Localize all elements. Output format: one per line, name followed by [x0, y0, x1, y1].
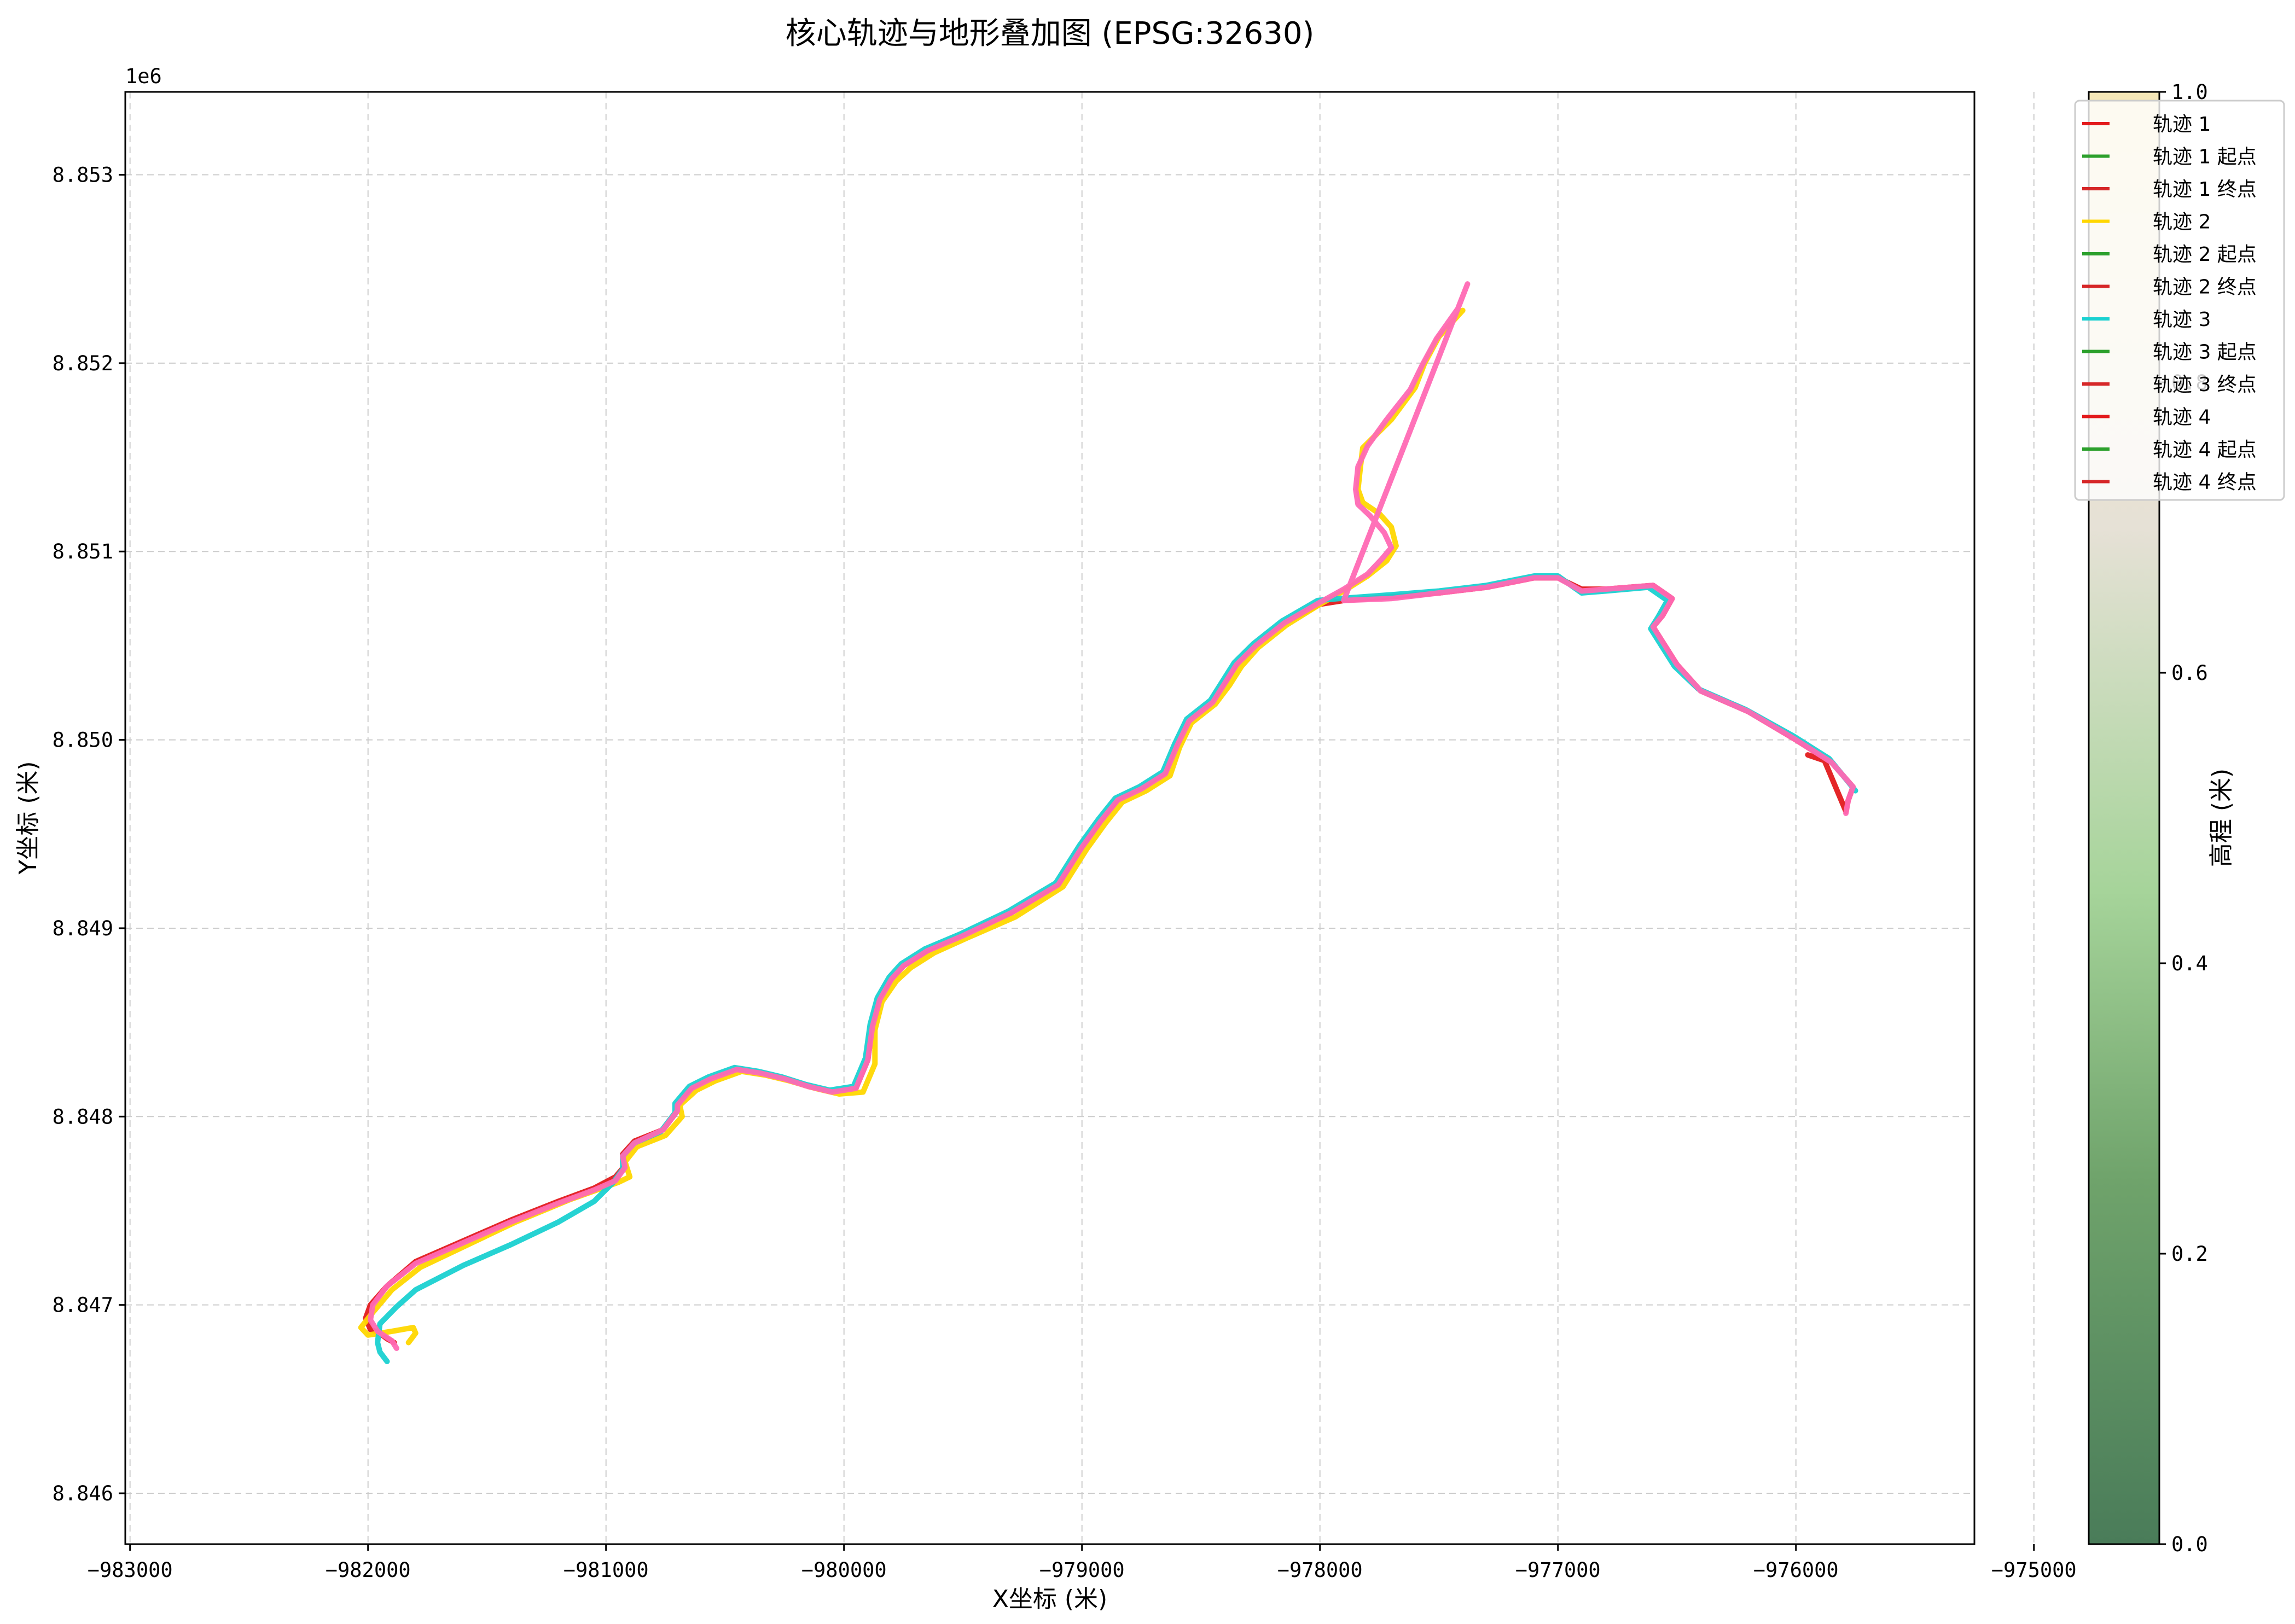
series-line	[363, 575, 1856, 1346]
y-tick-label: 8.850	[53, 729, 113, 752]
x-tick-label: −977000	[1515, 1558, 1601, 1582]
legend-label: 轨迹 4 终点	[2153, 472, 2257, 494]
y-axis-label: Y坐标 (米)	[14, 761, 42, 875]
colorbar-label: 高程 (米)	[2207, 769, 2235, 867]
x-tick-label: −978000	[1277, 1558, 1363, 1582]
y-tick-label: 8.848	[53, 1105, 113, 1128]
x-axis-label: X坐标 (米)	[992, 1585, 1107, 1613]
legend-label: 轨迹 1 终点	[2153, 178, 2257, 201]
y-tick-label: 8.849	[53, 917, 113, 940]
x-tick-label: −975000	[1991, 1558, 2077, 1582]
colorbar-tick-label: 0.6	[2171, 661, 2208, 685]
y-tick-label: 8.846	[53, 1482, 113, 1505]
series-line	[368, 281, 1856, 1351]
gridlines	[125, 92, 2035, 1544]
y-tick-label: 8.852	[53, 352, 113, 375]
x-tick-label: −979000	[1039, 1558, 1125, 1582]
legend-label: 轨迹 2 终点	[2153, 276, 2257, 299]
y-axis-ticks: 8.846 8.847 8.848 8.849 8.850 8.851 8.852 8.853	[53, 164, 125, 1505]
x-tick-label: −980000	[801, 1558, 887, 1582]
y-tick-label: 8.847	[53, 1294, 113, 1317]
legend-label: 轨迹 2 起点	[2153, 243, 2257, 266]
y-tick-label: 8.853	[53, 164, 113, 187]
x-tick-label: −976000	[1753, 1558, 1839, 1582]
legend-label: 轨迹 3 起点	[2153, 341, 2257, 364]
legend-label: 轨迹 4	[2153, 406, 2211, 429]
series-line	[375, 573, 1858, 1364]
x-tick-label: −983000	[88, 1558, 173, 1582]
y-tick-label: 8.851	[53, 540, 113, 563]
x-axis-ticks: −983000 −982000 −981000 −980000 −979000 −9780…	[88, 1544, 2077, 1582]
colorbar-tick-label: 0.2	[2171, 1242, 2208, 1266]
y-offset-text: 1e6	[125, 65, 162, 88]
trajectory-series	[358, 281, 1858, 1364]
x-tick-label: −982000	[326, 1558, 411, 1582]
legend-label: 轨迹 2	[2153, 211, 2211, 234]
series-line	[358, 307, 1466, 1346]
legend-label: 轨迹 4 起点	[2153, 439, 2257, 461]
legend-label: 轨迹 1	[2153, 113, 2211, 136]
colorbar-tick-label: 0.0	[2171, 1533, 2208, 1556]
legend-box	[2074, 100, 2285, 501]
legend-label: 轨迹 3	[2153, 308, 2211, 331]
legend-label: 轨迹 1 起点	[2153, 146, 2257, 168]
legend-label: 轨迹 3 终点	[2153, 374, 2257, 396]
colorbar-tick-label: 0.4	[2171, 952, 2208, 975]
plot-area-frame	[124, 91, 1976, 1545]
x-tick-label: −981000	[563, 1558, 649, 1582]
chart-title: 核心轨迹与地形叠加图 (EPSG:32630)	[786, 16, 1315, 51]
colorbar-ticks: 0.00.20.40.60.81.0	[2159, 80, 2208, 1556]
